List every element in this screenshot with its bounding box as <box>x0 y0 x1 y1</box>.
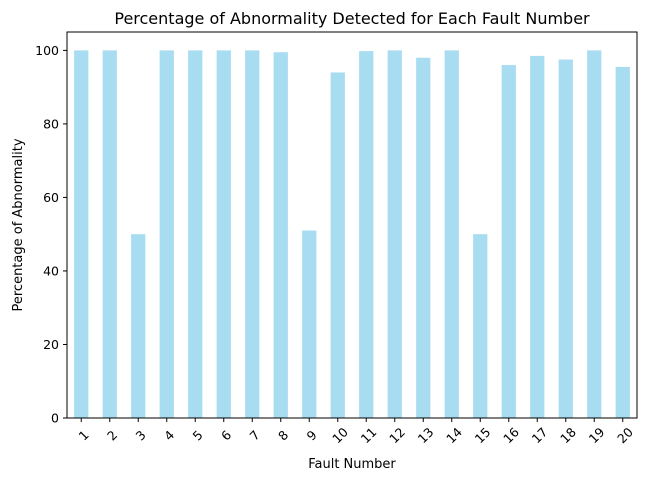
bar-fault-1 <box>74 50 89 418</box>
y-axis: 0 20 40 60 80 100 <box>35 43 67 426</box>
x-tick-label: 1 <box>75 427 91 443</box>
x-tick-label: 2 <box>104 427 120 443</box>
bars-group <box>74 50 630 419</box>
x-tick-label: 4 <box>161 427 177 443</box>
x-tick-label: 19 <box>586 424 608 446</box>
bar-fault-9 <box>302 230 317 418</box>
bar-fault-15 <box>473 234 488 418</box>
x-tick-label: 8 <box>275 427 291 443</box>
bar-fault-3 <box>131 234 146 418</box>
bar-fault-16 <box>501 65 516 418</box>
y-axis-label: Percentage of Abnormality <box>11 138 26 311</box>
x-tick-label: 14 <box>443 424 465 446</box>
bar-fault-2 <box>102 50 117 418</box>
x-tick-label: 20 <box>614 424 636 446</box>
bar-fault-13 <box>416 57 431 418</box>
x-tick-label: 6 <box>218 427 234 443</box>
y-tick-label: 60 <box>43 190 59 205</box>
x-tick-label: 7 <box>246 427 262 443</box>
bar-fault-12 <box>387 50 402 418</box>
x-tick-label: 11 <box>358 424 380 446</box>
bar-fault-5 <box>188 50 203 418</box>
bar-fault-20 <box>615 66 630 419</box>
plot-frame <box>66 31 638 419</box>
bar-fault-7 <box>245 50 260 418</box>
x-tick-label: 13 <box>415 424 437 446</box>
x-tick-label: 9 <box>303 427 319 443</box>
x-tick-label: 15 <box>472 424 494 446</box>
bar-fault-8 <box>273 52 288 418</box>
x-axis-label: Fault Number <box>308 457 396 472</box>
x-tick-label: 5 <box>189 427 205 443</box>
bar-fault-6 <box>216 50 231 418</box>
bar-fault-11 <box>359 51 374 419</box>
x-tick-label: 3 <box>132 427 148 443</box>
bar-fault-14 <box>444 50 459 418</box>
x-tick-label: 17 <box>529 424 551 446</box>
y-tick-label: 40 <box>43 263 59 278</box>
x-tick-label: 18 <box>557 424 579 446</box>
bar-fault-17 <box>530 55 545 419</box>
y-tick-label: 0 <box>51 411 59 426</box>
bar-fault-18 <box>558 59 573 418</box>
bar-fault-19 <box>587 50 602 418</box>
x-tick-label: 10 <box>329 424 351 446</box>
bar-fault-4 <box>159 50 174 418</box>
y-tick-label: 100 <box>35 43 59 58</box>
y-tick-label: 20 <box>43 337 59 352</box>
chart-title: Percentage of Abnormality Detected for E… <box>114 9 590 28</box>
x-tick-label: 12 <box>386 424 408 446</box>
x-axis: 1 2 3 4 5 6 7 8 9 10 11 12 13 14 15 16 17 18 19 20 <box>75 418 636 446</box>
y-tick-label: 80 <box>43 116 59 131</box>
bar-fault-10 <box>330 72 345 418</box>
x-tick-label: 16 <box>500 424 522 446</box>
